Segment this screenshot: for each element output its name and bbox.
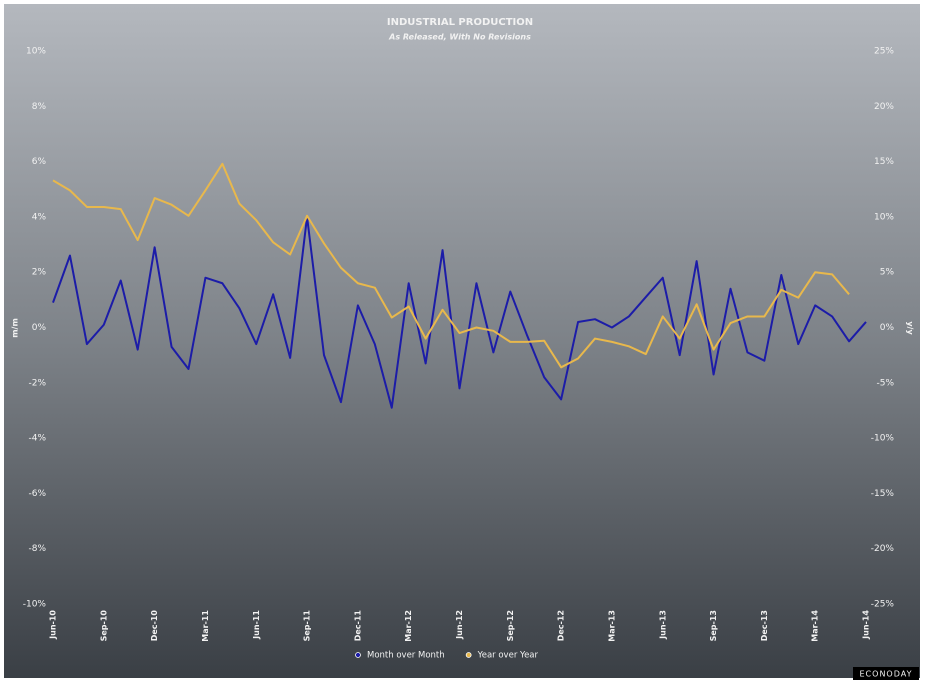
x-tick-label: Jun-11 <box>252 610 261 640</box>
x-tick-label: Jun-13 <box>658 610 667 640</box>
chart-background <box>4 4 920 678</box>
y-tick-label: -8% <box>28 544 46 554</box>
y-tick-label: -6% <box>28 489 46 499</box>
x-tick-label: Mar-13 <box>607 610 616 642</box>
x-tick-label: Dec-12 <box>557 610 566 641</box>
y-tick-label: -2% <box>28 378 46 388</box>
y-axis-label: m/m <box>11 318 20 338</box>
y2-tick-label: -25% <box>871 600 895 610</box>
watermark-box <box>853 667 919 680</box>
y2-tick-label: 10% <box>874 212 894 222</box>
x-tick-label: Dec-11 <box>353 610 362 642</box>
x-tick-label: Sep-12 <box>506 610 515 641</box>
legend-marker <box>355 652 361 658</box>
y-tick-label: 10% <box>26 47 46 57</box>
series-line <box>52 162 850 369</box>
y2-tick-label: 0% <box>880 323 895 333</box>
watermark: ECONODAY <box>860 670 913 679</box>
x-tick-label: Dec-10 <box>150 610 159 642</box>
y2-tick-label: 5% <box>880 268 895 278</box>
y2-tick-label: 20% <box>874 102 894 112</box>
x-tick-label: Mar-11 <box>201 610 210 642</box>
y2-tick-label: 25% <box>874 47 894 57</box>
x-tick-label: Jun-14 <box>862 610 871 640</box>
y2-tick-label: -10% <box>871 434 895 444</box>
x-tick-label: Dec-13 <box>760 610 769 641</box>
x-tick-label: Sep-13 <box>709 610 718 641</box>
y2-tick-label: -15% <box>871 489 895 499</box>
legend-marker <box>465 652 472 658</box>
y2-tick-label: -20% <box>871 544 895 554</box>
y2-axis-label: y/y <box>906 321 915 335</box>
y-tick-label: 0% <box>32 323 47 333</box>
y-tick-label: 2% <box>32 268 47 278</box>
series-line <box>52 215 867 409</box>
y-tick-label: 8% <box>32 102 47 112</box>
x-tick-label: Jun-12 <box>455 610 464 640</box>
chart-subtitle: As Released, With No Revisions <box>388 33 531 42</box>
y-tick-label: -10% <box>23 600 47 610</box>
x-tick-label: Jun-10 <box>49 610 58 640</box>
legend-label: Year over Year <box>477 651 539 661</box>
y-tick-label: 6% <box>32 157 47 167</box>
legend-label: Month over Month <box>367 651 445 661</box>
x-tick-label: Sep-11 <box>303 610 312 642</box>
y-tick-label: 4% <box>32 212 47 222</box>
x-tick-label: Mar-12 <box>404 610 413 642</box>
y2-tick-label: 15% <box>874 157 894 167</box>
x-tick-label: Sep-10 <box>99 610 108 642</box>
chart-title: INDUSTRIAL PRODUCTION <box>387 17 533 28</box>
y-tick-label: -4% <box>28 434 46 444</box>
y2-tick-label: -5% <box>876 378 894 388</box>
x-tick-label: Mar-14 <box>811 610 820 642</box>
